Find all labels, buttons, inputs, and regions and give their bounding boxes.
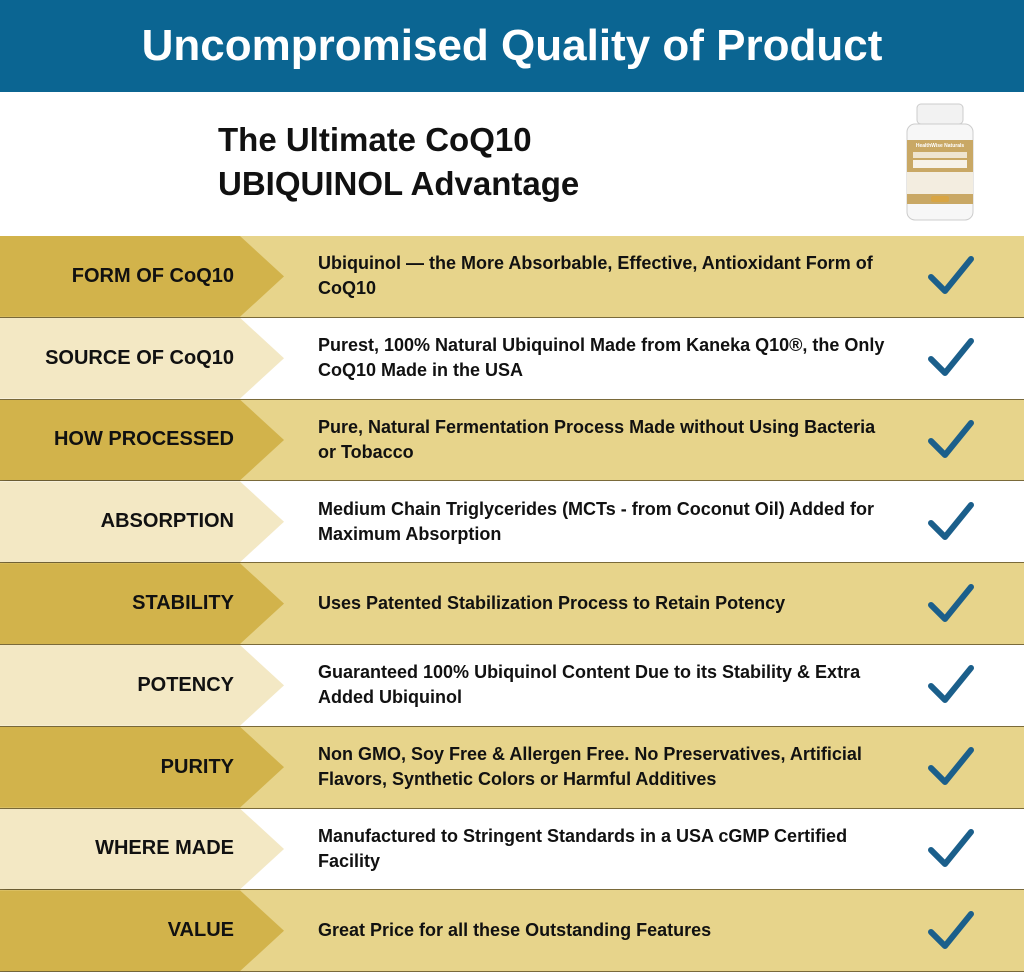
- row-label: FORM OF CoQ10: [0, 236, 284, 317]
- row-description: Purest, 100% Natural Ubiquinol Made from…: [318, 335, 885, 381]
- row-description: Manufactured to Stringent Standards in a…: [318, 825, 848, 871]
- table-row: ABSORPTION Medium Chain Triglycerides (M…: [0, 481, 1024, 564]
- row-label-text: STABILITY: [132, 592, 234, 615]
- row-label-text: ABSORPTION: [100, 510, 234, 533]
- subtitle: The Ultimate CoQ10 UBIQUINOL Advantage: [218, 118, 579, 206]
- table-row: WHERE MADE Manufactured to Stringent Sta…: [0, 808, 1024, 891]
- table-row: STABILITY Uses Patented Stabilization Pr…: [0, 563, 1024, 645]
- check-icon: [928, 256, 974, 295]
- row-label-text: POTENCY: [137, 673, 234, 696]
- table-row: VALUE Great Price for all these Outstand…: [0, 890, 1024, 973]
- check-icon: [928, 910, 974, 949]
- check-icon: [928, 828, 974, 867]
- table-row: SOURCE OF CoQ10 Purest, 100% Natural Ubi…: [0, 317, 1024, 400]
- row-label: STABILITY: [0, 563, 284, 644]
- row-label: PURITY: [0, 726, 284, 808]
- row-description: Medium Chain Triglycerides (MCTs - from …: [318, 498, 875, 544]
- row-label: HOW PROCESSED: [0, 399, 284, 481]
- row-label-text: PURITY: [160, 755, 234, 778]
- check-icon: [928, 338, 974, 377]
- comparison-table: FORM OF CoQ10 Ubiquinol — the More Absor…: [0, 236, 1024, 973]
- table-row: FORM OF CoQ10 Ubiquinol — the More Absor…: [0, 236, 1024, 318]
- subtitle-line-1: The Ultimate CoQ10: [218, 121, 532, 158]
- row-description: Uses Patented Stabilization Process to R…: [318, 593, 786, 614]
- row-label: WHERE MADE: [0, 808, 284, 890]
- row-description: Guaranteed 100% Ubiquinol Content Due to…: [318, 662, 861, 708]
- check-icon: [928, 419, 974, 458]
- table-row: POTENCY Guaranteed 100% Ubiquinol Conten…: [0, 644, 1024, 727]
- row-description: Ubiquinol — the More Absorbable, Effecti…: [318, 253, 873, 299]
- check-icon: [928, 747, 974, 786]
- subtitle-line-2: UBIQUINOL Advantage: [218, 165, 580, 202]
- row-label-text: WHERE MADE: [95, 837, 234, 860]
- row-description: Great Price for all these Outstanding Fe…: [318, 920, 712, 941]
- row-description: Non GMO, Soy Free & Allergen Free. No Pr…: [318, 744, 862, 790]
- check-icon: [928, 665, 974, 704]
- product-brand-text: HealthWise Naturals: [916, 143, 965, 149]
- row-label-text: VALUE: [167, 919, 234, 942]
- banner-title: Uncompromised Quality of Product: [0, 0, 1024, 92]
- row-label: ABSORPTION: [0, 481, 284, 563]
- row-label: POTENCY: [0, 644, 284, 726]
- row-description: Pure, Natural Fermentation Process Made …: [318, 416, 876, 462]
- row-label: SOURCE OF CoQ10: [0, 317, 284, 399]
- row-label-text: HOW PROCESSED: [53, 428, 234, 451]
- product-bottle-image: HealthWise Naturals: [906, 103, 974, 221]
- row-label: VALUE: [0, 890, 284, 972]
- table-row: HOW PROCESSED Pure, Natural Fermentation…: [0, 399, 1024, 482]
- table-row: PURITY Non GMO, Soy Free & Allergen Free…: [0, 726, 1024, 809]
- check-icon: [928, 583, 974, 622]
- row-label-text: SOURCE OF CoQ10: [45, 346, 234, 369]
- check-icon: [928, 501, 974, 540]
- row-label-text: FORM OF CoQ10: [71, 264, 234, 287]
